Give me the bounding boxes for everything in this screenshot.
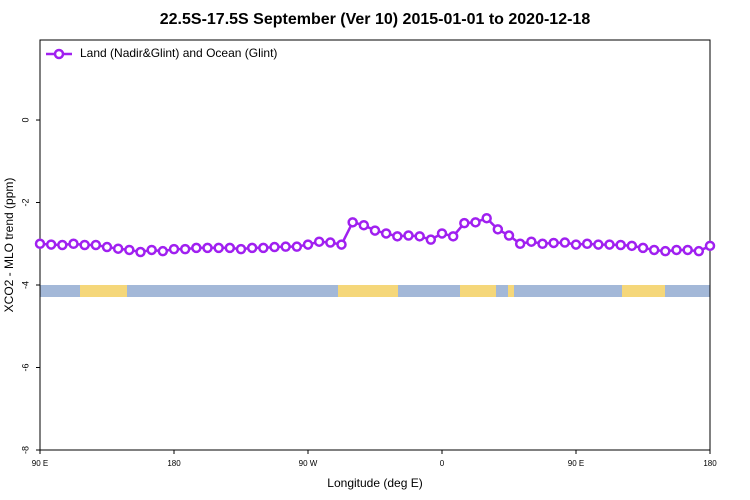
point: [459, 217, 470, 229]
land: [508, 285, 514, 297]
point: [313, 236, 325, 247]
point: [90, 239, 102, 251]
point: [258, 242, 269, 254]
point: [235, 243, 247, 255]
point: [693, 245, 705, 257]
point: [637, 242, 649, 254]
point: [347, 217, 358, 228]
point: [146, 244, 157, 256]
point: [280, 241, 291, 252]
point: [682, 244, 693, 256]
point: [101, 241, 113, 253]
land: [338, 285, 398, 297]
point: [514, 238, 526, 250]
point: [358, 219, 370, 231]
point: [604, 239, 615, 250]
point: [581, 238, 593, 250]
point: [191, 242, 202, 254]
y-tick-label: 0: [20, 118, 30, 123]
point: [570, 239, 582, 250]
point: [380, 228, 392, 239]
point: [302, 239, 314, 250]
point: [615, 239, 626, 251]
point: [269, 241, 280, 253]
point: [34, 238, 46, 250]
point: [202, 242, 213, 254]
point: [414, 231, 425, 242]
point: [470, 217, 481, 228]
point: [157, 245, 169, 257]
x-tick-label: 90 E: [568, 459, 584, 468]
point: [537, 238, 548, 250]
point: [559, 237, 571, 248]
legend-label: Land (Nadir&Glint) and Ocean (Glint): [80, 46, 277, 60]
point: [179, 243, 191, 255]
point: [224, 242, 236, 254]
chart-title: 22.5S-17.5S September (Ver 10) 2015-01-0…: [160, 11, 591, 28]
point: [213, 242, 224, 254]
point: [447, 231, 459, 242]
x-tick-label: 90 E: [32, 459, 48, 468]
y-tick-label: -8: [20, 446, 30, 454]
point: [168, 243, 180, 255]
point: [403, 230, 414, 241]
point: [57, 239, 68, 251]
point: [526, 236, 537, 247]
point: [492, 224, 504, 235]
point: [436, 228, 448, 239]
y-axis-label: XCO2 - MLO trend (ppm): [2, 178, 16, 313]
point: [648, 244, 660, 256]
point: [124, 244, 135, 256]
point: [704, 240, 716, 252]
point: [481, 212, 492, 224]
point: [246, 242, 258, 254]
point: [68, 238, 79, 250]
land: [460, 285, 496, 297]
point: [392, 231, 403, 242]
y-tick-label: -2: [20, 199, 30, 207]
y-tick-label: -4: [20, 281, 30, 289]
point: [626, 240, 638, 252]
y-tick-label: -6: [20, 363, 30, 371]
land-ocean-strip: [40, 285, 710, 297]
legend-marker: [53, 48, 65, 60]
point: [112, 243, 124, 254]
point: [79, 239, 90, 251]
point: [593, 239, 604, 250]
point: [548, 237, 559, 249]
land: [80, 285, 127, 297]
point: [671, 244, 682, 256]
point: [135, 246, 146, 258]
point: [369, 225, 381, 236]
land: [622, 285, 665, 297]
point: [660, 245, 671, 257]
point: [45, 239, 57, 250]
point: [503, 230, 515, 241]
point: [325, 237, 336, 248]
point: [336, 239, 347, 250]
x-axis-label: Longitude (deg E): [327, 476, 422, 490]
x-tick-label: 0: [440, 459, 445, 468]
point: [425, 234, 437, 245]
x-tick-label: 180: [167, 459, 181, 468]
point: [291, 241, 303, 252]
x-tick-label: 90 W: [299, 459, 318, 468]
x-tick-label: 180: [703, 459, 717, 468]
